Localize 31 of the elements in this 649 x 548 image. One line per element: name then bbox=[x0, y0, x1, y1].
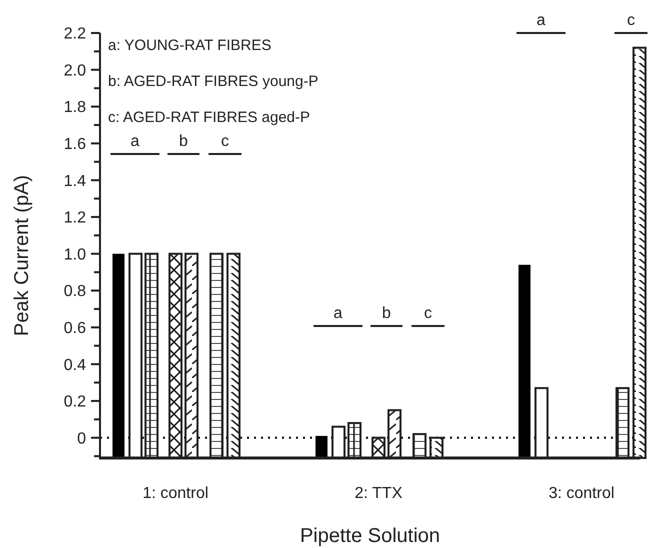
y-tick-label: 0.4 bbox=[64, 356, 86, 374]
annotation: c: AGED-RAT FIBRES aged-P bbox=[108, 109, 310, 126]
y-tick-label: 1.6 bbox=[64, 136, 86, 153]
bar bbox=[316, 436, 328, 458]
x-tick-label: 3: control bbox=[548, 485, 614, 502]
annotation: c bbox=[221, 133, 229, 150]
annotation: a bbox=[130, 133, 140, 150]
bar bbox=[112, 254, 124, 458]
annotation: a bbox=[334, 305, 343, 322]
y-axis-title: Peak Current (pA) bbox=[11, 174, 33, 336]
y-tick-label: 1.8 bbox=[64, 99, 86, 116]
y-tick-label: 0.2 bbox=[64, 394, 86, 411]
x-tick-label: 1: control bbox=[142, 485, 208, 502]
y-tick-label: 1.2 bbox=[64, 210, 86, 227]
annotation: c bbox=[424, 305, 432, 322]
y-tick-label: 2.0 bbox=[64, 62, 86, 80]
annotation: b: AGED-RAT FIBRES young-P bbox=[108, 73, 318, 90]
annotation: b bbox=[179, 133, 188, 150]
x-tick-label: 2: TTX bbox=[354, 485, 403, 502]
annotation: a: YOUNG-RAT FIBRES bbox=[108, 37, 272, 54]
bar bbox=[518, 264, 530, 458]
y-tick-label: 0.8 bbox=[64, 283, 86, 300]
y-tick-label: 0.6 bbox=[64, 320, 86, 337]
y-tick-label: 1.0 bbox=[64, 246, 86, 264]
y-tick-label: 2.2 bbox=[64, 26, 86, 43]
text: a bbox=[536, 12, 546, 29]
text: c bbox=[627, 12, 635, 29]
y-tick-label: 0 bbox=[77, 430, 86, 448]
x-axis-title: Pipette Solution bbox=[300, 525, 440, 547]
annotation: b bbox=[382, 305, 392, 322]
y-tick-label: 1.4 bbox=[64, 172, 86, 190]
